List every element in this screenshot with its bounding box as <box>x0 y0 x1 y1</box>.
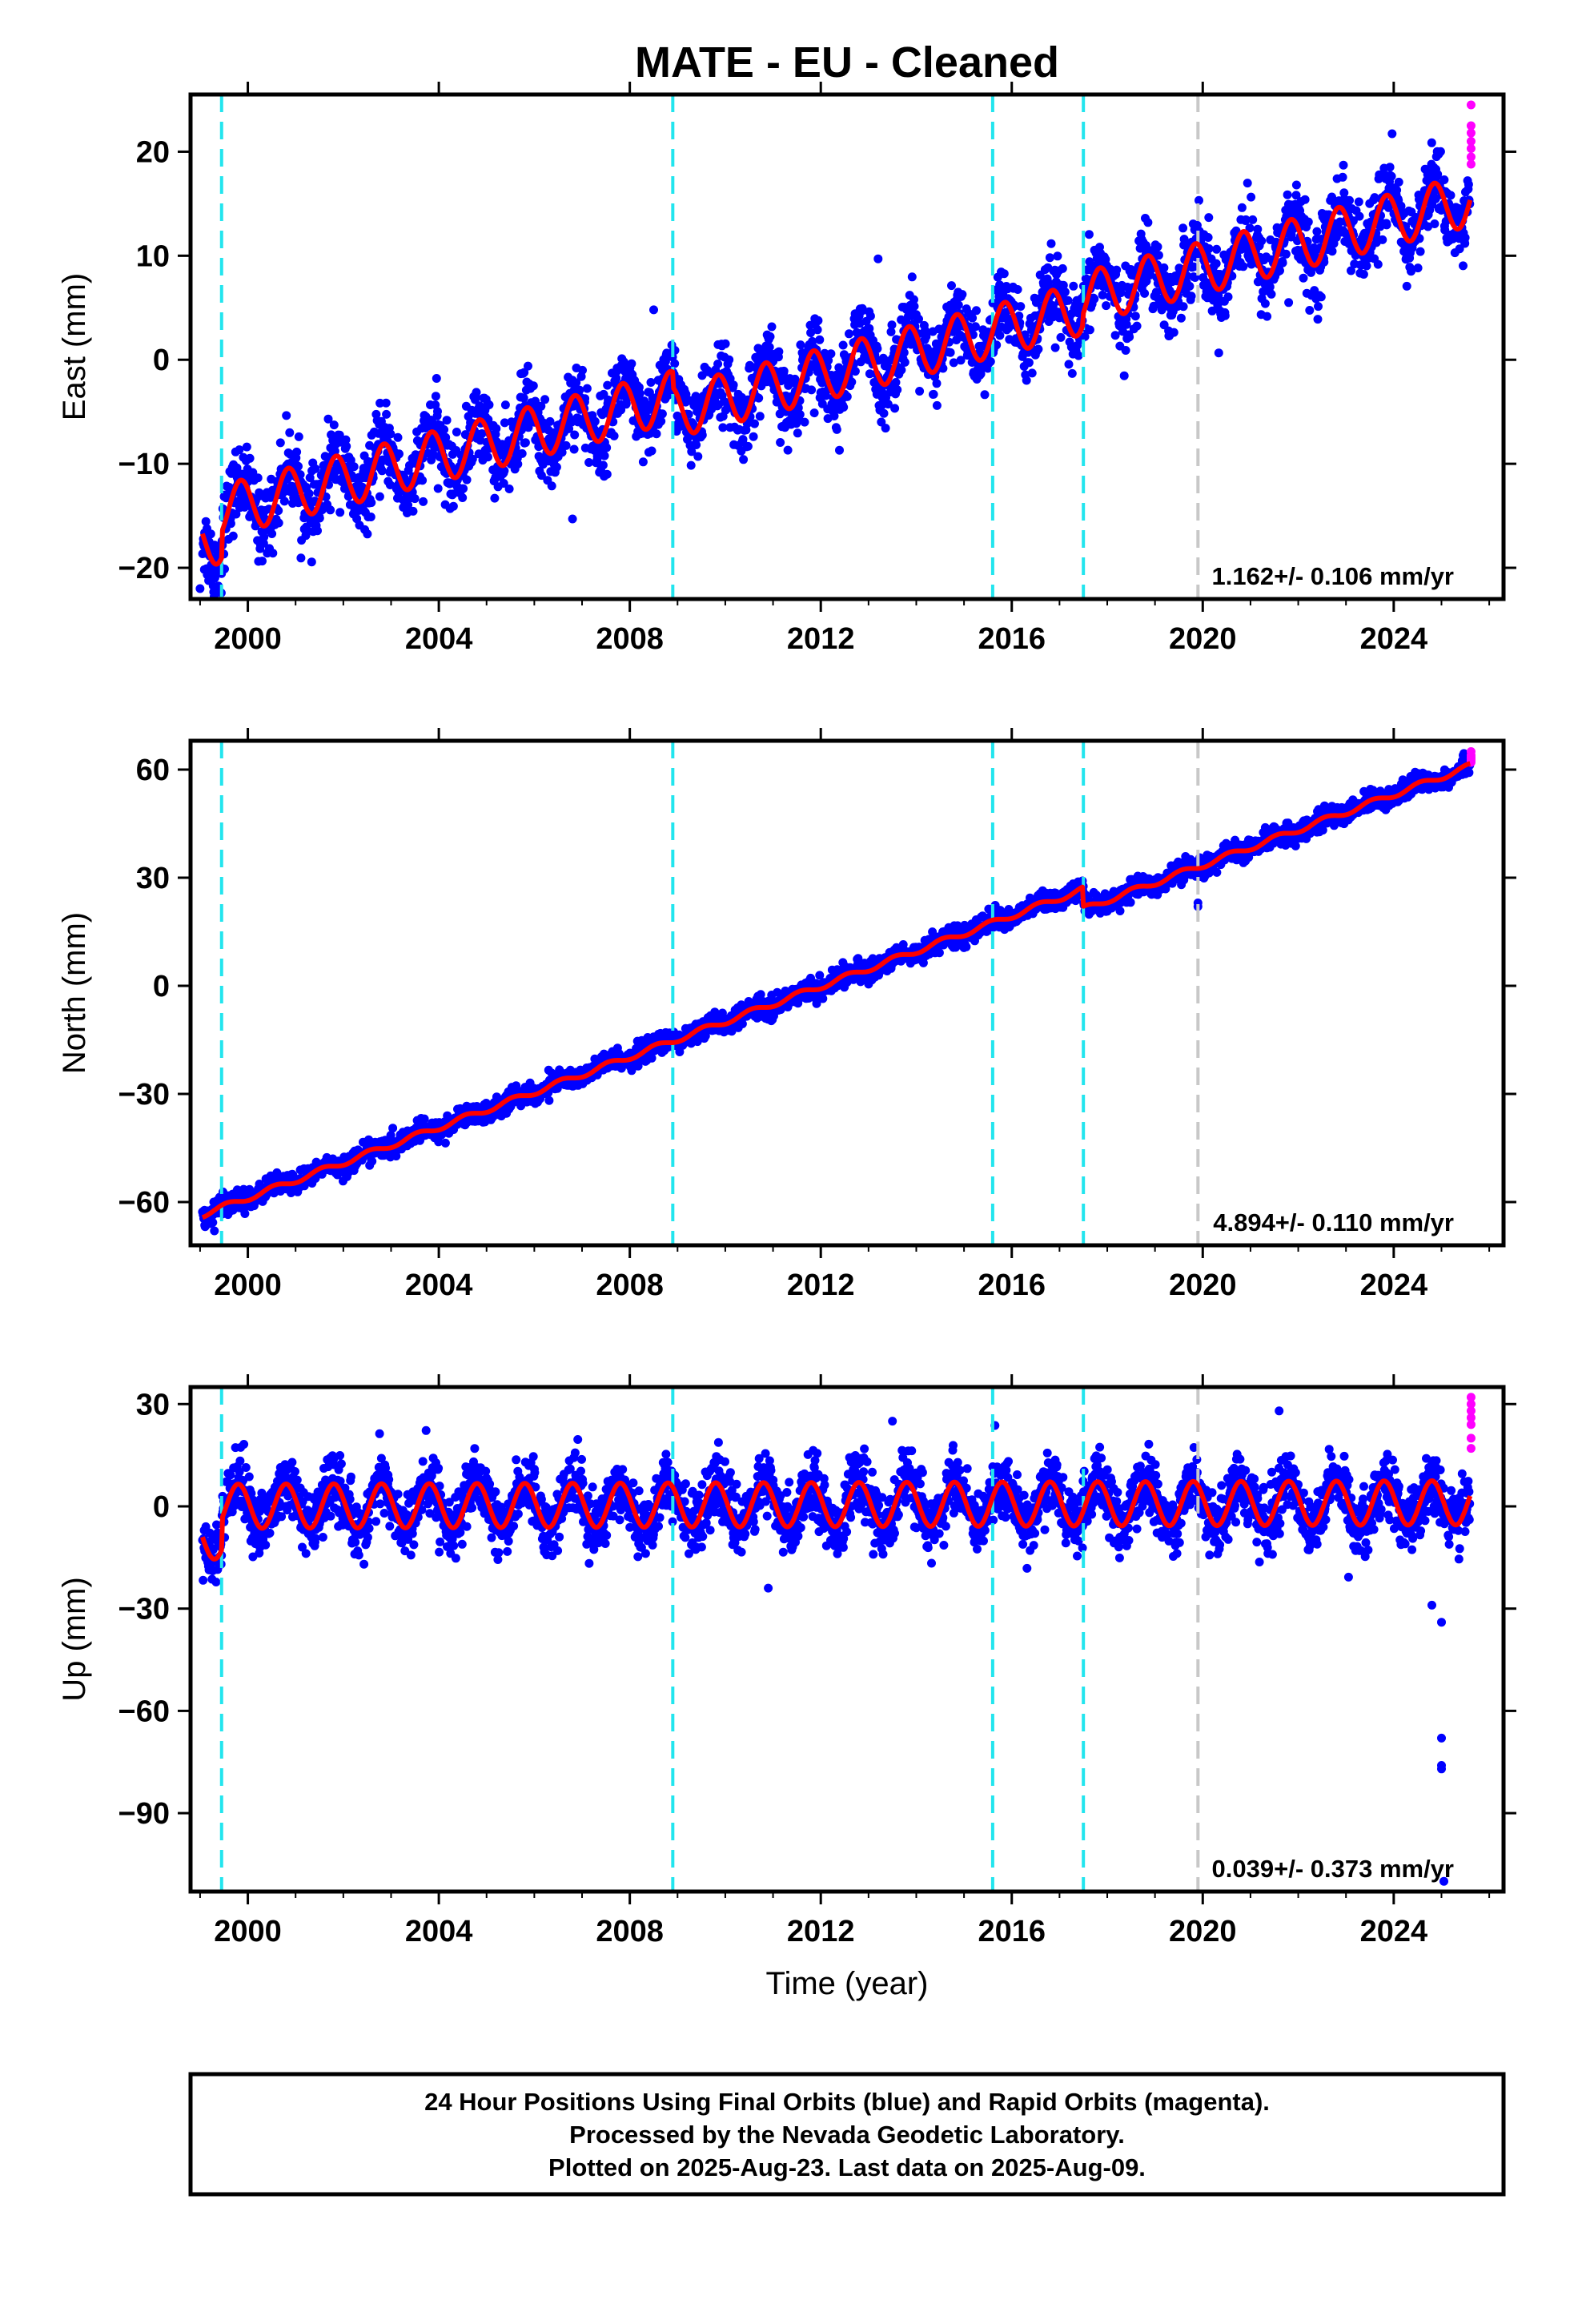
y-tick-label: 20 <box>136 135 170 169</box>
x-tick-label: 2016 <box>978 622 1046 656</box>
rapid-orbit-point <box>1466 1413 1476 1422</box>
y-tick-label: 0 <box>153 344 170 377</box>
chart-title: MATE - EU - Cleaned <box>635 38 1059 86</box>
rapid-orbit-point <box>1466 152 1476 162</box>
y-tick-label: −90 <box>118 1797 170 1831</box>
x-tick-label: 2024 <box>1360 1915 1428 1948</box>
x-tick-label: 2020 <box>1169 1269 1237 1302</box>
caption-line-2: Processed by the Nevada Geodetic Laborat… <box>569 2121 1125 2149</box>
rapid-orbit-point <box>1466 121 1476 131</box>
model-curve <box>200 180 1473 567</box>
y-tick-label: −10 <box>118 448 170 481</box>
rapid-orbit-point <box>1466 1444 1476 1454</box>
x-tick-label: 2020 <box>1169 1915 1237 1948</box>
x-tick-label: 2024 <box>1360 1269 1428 1302</box>
y-axis-label: Up (mm) <box>57 1577 92 1702</box>
caption-line-3: Plotted on 2025-Aug-23. Last data on 202… <box>548 2153 1146 2181</box>
caption-line-1: 24 Hour Positions Using Final Orbits (bl… <box>424 2088 1270 2116</box>
x-tick-label: 2016 <box>978 1269 1046 1302</box>
rate-annotation: 1.162+/- 0.106 mm/yr <box>1212 562 1454 590</box>
rapid-orbit-points <box>1466 100 1476 169</box>
panels: 2000 2004 2008 2012 2016 2020 2024 −20 −10 0 10 20 E… <box>57 82 1516 2001</box>
x-axis-label: Time (year) <box>766 1966 929 2001</box>
rapid-orbit-point <box>1466 1433 1476 1443</box>
panel-north: 2000 2004 2008 2012 2016 2020 2024 −60 −30 0 30 60 N… <box>57 728 1516 1302</box>
caption-box: 24 Hour Positions Using Final Orbits (bl… <box>188 2072 1506 2197</box>
plot-area <box>198 741 1476 1245</box>
plot-frame <box>188 738 1506 1248</box>
final-orbit-points <box>198 749 1475 1236</box>
y-axis-label: North (mm) <box>57 912 92 1074</box>
plot-area <box>195 94 1476 599</box>
x-tick-label: 2008 <box>596 1269 664 1302</box>
x-tick-label: 2012 <box>787 1915 855 1948</box>
panel-up: 2000 2004 2008 2012 2016 2020 2024 −90 −60 −30 0 30… <box>57 1374 1516 2001</box>
rapid-orbit-point <box>1466 1399 1476 1409</box>
x-tick-label: 2004 <box>405 622 473 656</box>
x-tick-label: 2024 <box>1360 622 1428 656</box>
rapid-orbit-point <box>1466 144 1476 154</box>
model-curve <box>201 761 1472 1220</box>
x-tick-label: 2004 <box>405 1269 473 1302</box>
final-orbit-points <box>198 1406 1475 1886</box>
y-tick-label: 30 <box>136 1388 170 1421</box>
x-tick-label: 2000 <box>214 1915 282 1948</box>
y-tick-label: −60 <box>118 1695 170 1728</box>
x-tick-label: 2008 <box>596 622 664 656</box>
rapid-orbit-point <box>1466 1420 1476 1429</box>
rapid-orbit-point <box>1466 159 1476 169</box>
x-tick-label: 2004 <box>405 1915 473 1948</box>
y-tick-label: −60 <box>118 1186 170 1220</box>
x-tick-label: 2008 <box>596 1915 664 1948</box>
y-tick-label: −30 <box>118 1078 170 1112</box>
x-tick-label: 2000 <box>214 622 282 656</box>
x-tick-label: 2000 <box>214 1269 282 1302</box>
plot-area <box>198 1387 1476 1892</box>
plot-frame <box>188 92 1506 601</box>
rate-annotation: 0.039+/- 0.373 mm/yr <box>1212 1855 1454 1883</box>
rapid-orbit-points <box>1466 1393 1476 1454</box>
x-tick-label: 2012 <box>787 622 855 656</box>
y-tick-label: 10 <box>136 239 170 273</box>
x-tick-label: 2016 <box>978 1915 1046 1948</box>
y-tick-label: −30 <box>118 1593 170 1626</box>
y-tick-label: 0 <box>153 970 170 1003</box>
plot-frame <box>188 1385 1506 1894</box>
rapid-orbit-point <box>1466 136 1476 146</box>
rate-annotation: 4.894+/- 0.110 mm/yr <box>1213 1208 1454 1236</box>
rapid-orbit-point <box>1466 128 1476 138</box>
y-tick-label: 0 <box>153 1490 170 1524</box>
final-orbit-points <box>195 129 1475 599</box>
y-axis-label: East (mm) <box>57 273 92 420</box>
y-tick-label: 60 <box>136 754 170 787</box>
y-tick-label: −20 <box>118 552 170 585</box>
panel-east: 2000 2004 2008 2012 2016 2020 2024 −20 −10 0 10 20 E… <box>57 82 1516 656</box>
rapid-orbit-point <box>1466 1393 1476 1402</box>
y-tick-label: 30 <box>136 862 170 895</box>
rapid-orbit-point <box>1466 100 1476 110</box>
model-curve <box>200 1478 1473 1562</box>
x-tick-label: 2012 <box>787 1269 855 1302</box>
rapid-orbit-point <box>1466 1406 1476 1416</box>
caption-frame <box>188 2072 1506 2197</box>
x-tick-label: 2020 <box>1169 622 1237 656</box>
